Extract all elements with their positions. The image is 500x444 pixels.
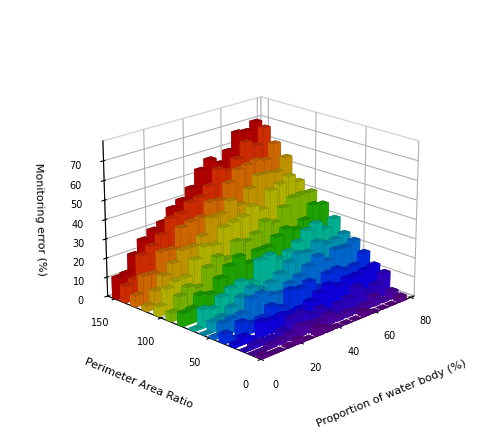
X-axis label: Proportion of water body (%): Proportion of water body (%) xyxy=(315,359,468,429)
Y-axis label: Perimeter Area Ratio: Perimeter Area Ratio xyxy=(83,357,194,410)
